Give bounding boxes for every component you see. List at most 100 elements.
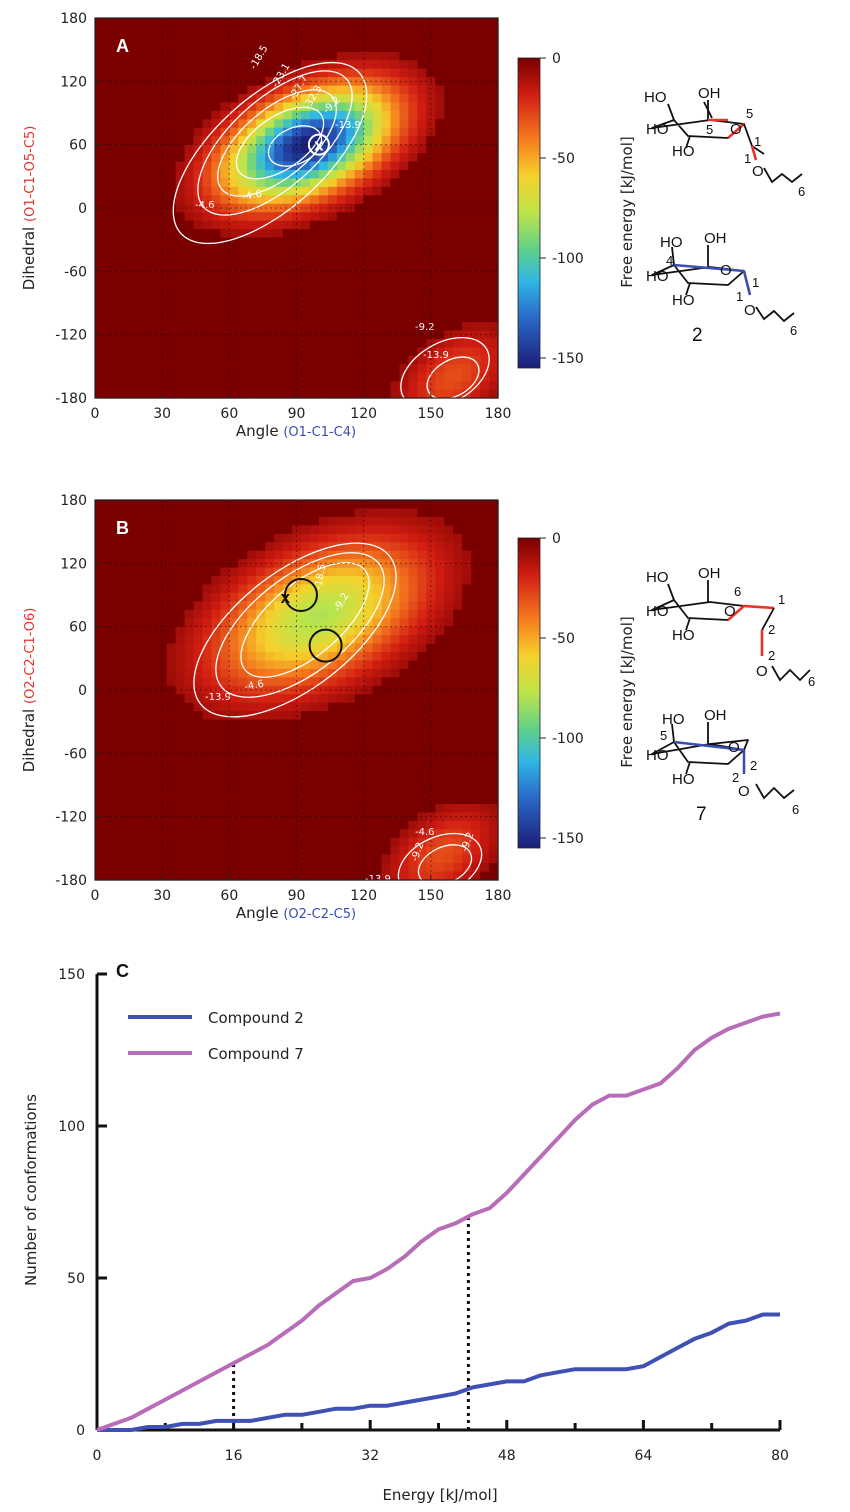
heat-cell-b-7-20: [157, 668, 168, 678]
heat-cell-a-30-23: [363, 212, 374, 222]
heat-cell-b-30-31: [363, 761, 374, 771]
heat-cell-a-7-10: [157, 102, 168, 112]
heat-cell-a-12-17: [202, 161, 213, 171]
heat-cell-b-31-25: [372, 711, 383, 721]
heat-cell-b-34-32: [399, 770, 410, 780]
heat-cell-b-12-2: [202, 516, 213, 526]
heat-cell-b-24-16: [309, 635, 320, 645]
heat-cell-a-0-26: [95, 237, 105, 247]
heat-cell-a-6-1: [148, 26, 159, 36]
heat-cell-a-25-36: [318, 322, 329, 332]
heat-cell-b-26-10: [327, 584, 338, 594]
heat-cell-a-10-3: [184, 43, 195, 53]
heat-cell-a-22-18: [292, 170, 302, 180]
heat-cell-b-35-30: [408, 753, 418, 763]
heat-cell-a-0-40: [95, 355, 105, 365]
heat-cell-b-36-6: [417, 550, 427, 560]
heat-cell-a-29-26: [354, 237, 365, 247]
heat-cell-a-42-12: [471, 119, 481, 129]
heat-cell-a-33-11: [390, 110, 401, 120]
heat-cell-a-32-27: [381, 246, 392, 256]
heat-cell-b-9-43: [175, 863, 186, 873]
heat-cell-a-0-24: [95, 220, 105, 230]
heat-cell-a-21-34: [283, 305, 293, 315]
heat-cell-a-30-33: [363, 296, 374, 306]
heat-cell-a-25-2: [318, 34, 329, 44]
heat-cell-b-13-39: [211, 829, 221, 839]
heat-cell-a-34-26: [399, 237, 410, 247]
heat-cell-b-15-44: [229, 871, 239, 881]
heat-cell-b-4-41: [130, 846, 141, 856]
heat-cell-a-23-1: [300, 26, 311, 36]
heat-cell-b-38-6: [435, 550, 445, 560]
heat-cell-a-2-4: [112, 51, 123, 61]
heat-cell-b-17-39: [247, 829, 257, 839]
heat-cell-a-16-21: [238, 195, 248, 205]
heat-cell-a-4-27: [130, 246, 141, 256]
heat-cell-a-20-25: [274, 229, 284, 239]
heat-cell-b-36-11: [417, 592, 427, 602]
heat-cell-a-9-20: [175, 186, 186, 196]
heat-cell-b-42-39: [471, 829, 481, 839]
heat-cell-a-25-40: [318, 355, 329, 365]
heat-cell-a-16-34: [238, 305, 248, 315]
heat-cell-b-25-19: [318, 660, 329, 670]
heat-cell-b-3-5: [121, 542, 132, 552]
heat-cell-a-15-9: [229, 94, 239, 104]
heat-cell-b-20-22: [274, 685, 284, 695]
heat-cell-a-8-23: [166, 212, 177, 222]
heat-cell-a-20-37: [274, 330, 284, 340]
heat-cell-a-32-4: [381, 51, 392, 61]
heat-cell-a-1-11: [103, 110, 114, 120]
heat-cell-a-44-7: [489, 77, 499, 87]
heat-cell-a-17-19: [247, 178, 257, 188]
heat-cell-b-36-23: [417, 694, 427, 704]
heat-cell-a-10-35: [184, 313, 195, 323]
heat-cell-a-31-22: [372, 203, 383, 213]
heat-cell-a-17-38: [247, 338, 257, 348]
heat-cell-b-20-12: [274, 601, 284, 611]
heat-cell-b-30-43: [363, 863, 374, 873]
heat-cell-b-40-2: [453, 516, 463, 526]
heat-cell-a-32-16: [381, 153, 392, 163]
heat-cell-b-23-12: [300, 601, 311, 611]
heat-cell-b-10-41: [184, 846, 195, 856]
heat-cell-b-14-17: [220, 643, 230, 653]
heat-cell-b-43-35: [480, 795, 490, 805]
heat-cell-a-10-40: [184, 355, 195, 365]
heat-cell-a-40-10: [453, 102, 463, 112]
heat-cell-a-36-13: [417, 127, 427, 137]
heat-cell-a-18-13: [256, 127, 266, 137]
heat-cell-a-13-4: [211, 51, 221, 61]
heat-cell-b-16-27: [238, 728, 248, 738]
heat-cell-a-14-20: [220, 186, 230, 196]
heat-cell-b-4-22: [130, 685, 141, 695]
heat-cell-b-39-41: [444, 846, 454, 856]
heat-cell-a-42-20: [471, 186, 481, 196]
heat-cell-a-36-12: [417, 119, 427, 129]
heat-cell-a-2-11: [112, 110, 123, 120]
heat-cell-b-20-30: [274, 753, 284, 763]
heat-cell-b-17-2: [247, 516, 257, 526]
heat-cell-a-26-7: [327, 77, 338, 87]
heat-cell-a-25-26: [318, 237, 329, 247]
heat-cell-b-25-6: [318, 550, 329, 560]
heat-cell-a-32-20: [381, 186, 392, 196]
heat-cell-a-28-15: [345, 144, 356, 154]
heat-cell-a-2-31: [112, 279, 123, 289]
heat-cell-a-9-23: [175, 212, 186, 222]
heat-cell-a-38-23: [435, 212, 445, 222]
heat-cell-b-22-40: [292, 837, 302, 847]
heat-cell-b-28-19: [345, 660, 356, 670]
heat-cell-a-34-20: [399, 186, 410, 196]
heat-cell-b-25-1: [318, 508, 329, 518]
heat-cell-b-17-20: [247, 668, 257, 678]
heat-cell-b-34-9: [399, 576, 410, 586]
heat-cell-b-33-5: [390, 542, 401, 552]
heat-cell-a-4-3: [130, 43, 141, 53]
heat-cell-b-34-43: [399, 863, 410, 873]
heat-cell-a-16-41: [238, 364, 248, 374]
heat-cell-a-10-12: [184, 119, 195, 129]
heat-cell-a-9-13: [175, 127, 186, 137]
